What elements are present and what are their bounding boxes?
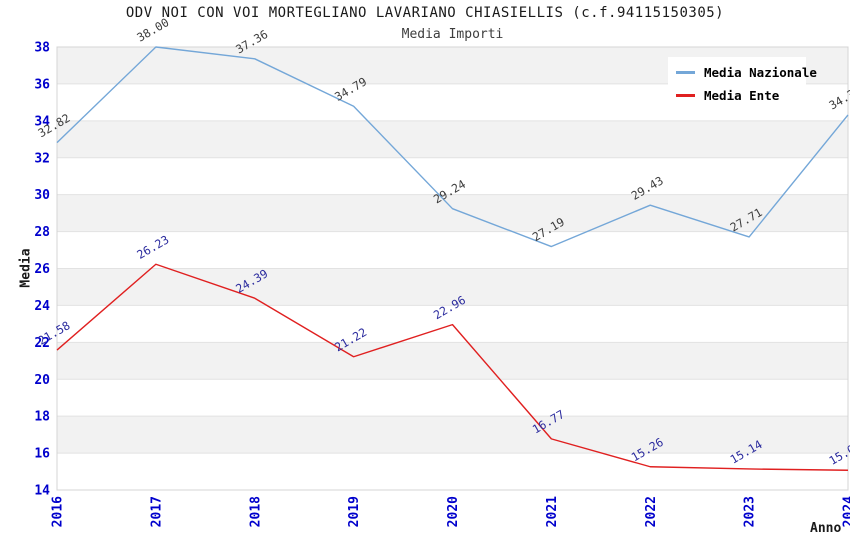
media-nazionale-line-swatch — [676, 71, 695, 74]
x-tick-label: 2016 — [51, 496, 66, 527]
data-point-label: 26.23 — [134, 232, 171, 261]
media-ente-line-swatch — [676, 94, 695, 97]
x-tick-label: 2023 — [743, 496, 758, 527]
y-tick-label: 16 — [34, 447, 50, 462]
legend-label: Media Nazionale — [704, 65, 817, 80]
y-tick-label: 28 — [34, 225, 50, 240]
x-tick-label: 2018 — [248, 496, 263, 527]
y-tick-label: 36 — [34, 77, 50, 92]
x-tick-label: 2024 — [842, 496, 850, 527]
legend-item-media-nazionale: Media Nazionale — [676, 65, 817, 80]
x-tick-label: 2022 — [644, 496, 659, 527]
x-tick-label: 2021 — [545, 496, 560, 527]
y-tick-label: 30 — [34, 188, 50, 203]
y-tick-label: 22 — [34, 336, 50, 351]
chart-subtitle: Media Importi — [401, 27, 504, 42]
x-tick-label: 2017 — [149, 496, 164, 527]
y-axis-title: Media — [18, 248, 34, 288]
x-axis-ticks: 2016 2017 2018 2019 2020 2021 2022 2023 2024 — [51, 496, 850, 527]
y-tick-label: 26 — [34, 262, 50, 277]
y-tick-label: 38 — [34, 41, 50, 56]
y-tick-label: 14 — [34, 484, 50, 499]
legend-label: Media Ente — [704, 88, 780, 103]
x-tick-label: 2020 — [446, 496, 461, 527]
y-tick-label: 20 — [34, 373, 50, 388]
chart-title: ODV NOI CON VOI MORTEGLIANO LAVARIANO CH… — [125, 5, 725, 21]
data-point-label: 34.32 — [827, 83, 850, 112]
x-tick-label: 2019 — [347, 496, 362, 527]
y-tick-label: 18 — [34, 410, 50, 425]
y-axis-ticks: 14 16 18 20 22 24 26 28 30 32 34 36 38 — [34, 41, 50, 499]
x-axis-title: Anno — [810, 521, 842, 536]
legend-item-media-ente: Media Ente — [676, 88, 798, 103]
series-line-media-ente — [56, 263, 849, 471]
series-line-media-nazionale — [56, 46, 849, 248]
legend: Media Nazionale Media Ente — [668, 57, 817, 111]
y-tick-label: 34 — [34, 114, 50, 129]
plot-border — [56, 46, 849, 491]
y-tick-label: 24 — [34, 299, 50, 314]
y-tick-label: 32 — [34, 151, 50, 166]
